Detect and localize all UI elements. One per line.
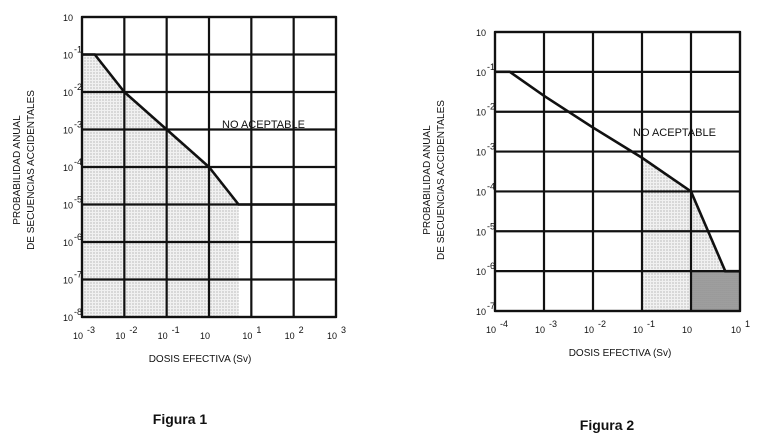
y-tick-exponent: -8 [74, 307, 82, 317]
x-tick-label: 10 [731, 325, 741, 335]
y-tick-exponent: -6 [487, 261, 495, 271]
y-tick-label: 10 [63, 313, 73, 323]
x-tick-exponent: 1 [256, 325, 261, 335]
x-tick-label: 10 [327, 331, 337, 341]
x-tick-label: 10 [633, 325, 643, 335]
y-tick-exponent: -3 [74, 120, 82, 130]
y-tick-exponent: -5 [487, 221, 495, 231]
y-tick-exponent: -7 [74, 270, 82, 280]
x-tick-labels: 10 -3 10 -2 10 -1 10 10 1 10 2 10 3 [73, 325, 346, 341]
y-tick-exponent: -2 [487, 102, 495, 112]
y-tick-exponent: -2 [74, 82, 82, 92]
y-tick-label: 10 [63, 13, 73, 23]
y-tick-exponent: -5 [74, 195, 82, 205]
limit-line [82, 53, 336, 206]
x-tick-label: 10 [682, 325, 692, 335]
y-tick-label: 10 [63, 51, 73, 61]
x-tick-exponent: -3 [549, 319, 557, 329]
y-axis-label-line-2: DE SECUENCIAS ACCIDENTALES [26, 90, 37, 250]
y-tick-exponent: -4 [74, 157, 82, 167]
x-tick-exponent: 2 [299, 325, 304, 335]
limit-line-path [82, 53, 336, 206]
y-tick-label: 10 [476, 68, 486, 78]
y-tick-label: 10 [476, 28, 486, 38]
shaded-area [82, 54, 239, 317]
x-tick-label: 10 [158, 331, 168, 341]
y-tick-label: 10 [63, 126, 73, 136]
no-aceptable-annotation: NO ACEPTABLE [633, 127, 716, 139]
y-tick-label: 10 [63, 276, 73, 286]
y-tick-exponent: -1 [74, 45, 82, 55]
y-tick-exponent: -6 [74, 232, 82, 242]
x-tick-label: 10 [115, 331, 125, 341]
x-tick-labels: 10 -4 10 -3 10 -2 10 -1 10 10 1 [486, 319, 750, 335]
x-tick-label: 10 [486, 325, 496, 335]
y-tick-label: 10 [476, 148, 486, 158]
x-tick-label: 10 [242, 331, 252, 341]
y-tick-label: 10 [476, 227, 486, 237]
y-tick-label: 10 [476, 108, 486, 118]
x-tick-exponent: -1 [172, 325, 180, 335]
y-tick-exponent: -1 [487, 62, 495, 72]
x-tick-exponent: -4 [500, 319, 508, 329]
y-tick-label: 10 [476, 267, 486, 277]
x-tick-exponent: -2 [129, 325, 137, 335]
x-tick-exponent: 1 [745, 319, 750, 329]
x-tick-exponent: -3 [87, 325, 95, 335]
y-tick-exponent: -7 [487, 301, 495, 311]
x-tick-label: 10 [73, 331, 83, 341]
y-tick-exponent: -4 [487, 181, 495, 191]
chart-figura-2: 10-410-310-210-110 101 1010-110-210-310-4… [422, 28, 750, 433]
x-axis-label: DOSIS EFECTIVA (Sv) [149, 354, 252, 365]
y-tick-label: 10 [476, 307, 486, 317]
x-axis-label: DOSIS EFECTIVA (Sv) [569, 348, 672, 359]
y-tick-label: 10 [63, 201, 73, 211]
x-tick-label: 10 [535, 325, 545, 335]
y-tick-label: 10 [63, 238, 73, 248]
y-tick-label: 10 [63, 88, 73, 98]
acceptable-region-shading [82, 54, 239, 317]
x-tick-exponent: 3 [341, 325, 346, 335]
figure-caption: Figura 2 [580, 417, 635, 433]
y-tick-label: 10 [63, 163, 73, 173]
x-tick-label: 10 [200, 331, 210, 341]
shaded-area-dark [691, 271, 740, 311]
y-axis-label-line-1: PROBABILIDAD ANUAL [12, 115, 23, 225]
no-aceptable-annotation: NO ACEPTABLE [222, 119, 305, 131]
x-tick-label: 10 [285, 331, 295, 341]
plot-frame [80, 15, 338, 319]
figure-caption: Figura 1 [153, 411, 208, 427]
x-tick-label: 10 [584, 325, 594, 335]
limit-line [495, 70, 740, 273]
x-tick-exponent: -2 [598, 319, 606, 329]
y-tick-label: 10 [476, 187, 486, 197]
y-tick-exponent: -3 [487, 142, 495, 152]
plot-frame [493, 30, 742, 313]
y-axis-label-line-1: PROBABILIDAD ANUAL [422, 125, 433, 235]
x-tick-exponent: -1 [647, 319, 655, 329]
y-axis-label-line-2: DE SECUENCIAS ACCIDENTALES [436, 100, 447, 260]
limit-line-path [495, 70, 740, 273]
